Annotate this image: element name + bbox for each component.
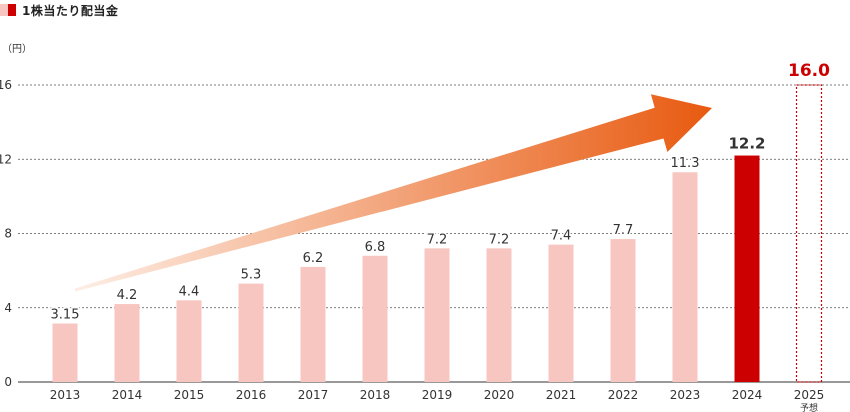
x-tick-label-2019: 2019 [422, 388, 453, 402]
value-label-2017: 6.2 [303, 251, 324, 266]
value-label-2021: 7.4 [551, 229, 572, 244]
value-label-2019: 7.2 [427, 232, 448, 247]
value-label-2015: 4.4 [179, 284, 200, 299]
x-tick-label-2025: 2025 [794, 388, 825, 402]
bar-2023 [672, 172, 698, 382]
bar-2016 [238, 283, 264, 382]
bar-2018 [362, 255, 388, 382]
y-tick-label-4: 4 [4, 301, 12, 315]
x-tick-label-2016: 2016 [236, 388, 267, 402]
x-tick-note-2025: 予想 [800, 402, 818, 412]
legend: 1株当たり配当金 [0, 2, 118, 18]
bar-2014 [114, 304, 140, 382]
legend-swatch-past [0, 4, 8, 16]
trend-arrow [74, 94, 713, 292]
value-label-2022: 7.7 [613, 223, 634, 238]
y-tick-label-8: 8 [4, 227, 12, 241]
y-tick-label-0: 0 [4, 375, 12, 389]
x-tick-label-2020: 2020 [484, 388, 515, 402]
x-tick-label-2024: 2024 [732, 388, 763, 402]
y-tick-label-12: 12 [0, 152, 12, 166]
bar-2017 [300, 266, 326, 382]
x-tick-label-2023: 2023 [670, 388, 701, 402]
value-label-2016: 5.3 [241, 268, 262, 283]
bar-2021 [548, 244, 574, 382]
x-tick-label-2017: 2017 [298, 388, 329, 402]
value-label-2013: 3.15 [51, 308, 80, 323]
value-label-2023: 11.3 [671, 156, 700, 171]
value-label-2025: 16.0 [788, 61, 830, 81]
y-axis-unit-label: （円） [2, 44, 32, 55]
x-tick-label-2013: 2013 [50, 388, 81, 402]
value-label-2020: 7.2 [489, 232, 510, 247]
x-tick-label-2021: 2021 [546, 388, 577, 402]
bar-2019 [424, 248, 450, 382]
x-tick-label-2014: 2014 [112, 388, 143, 402]
bar-2025 [795, 84, 823, 383]
bar-2022 [610, 239, 636, 382]
value-label-2014: 4.2 [117, 288, 138, 303]
value-label-2018: 6.8 [365, 240, 386, 255]
bar-2015 [176, 300, 202, 382]
legend-label: 1株当たり配当金 [22, 3, 119, 18]
x-tick-label-2015: 2015 [174, 388, 205, 402]
value-label-2024: 12.2 [728, 135, 765, 153]
bar-2020 [486, 248, 512, 382]
bar-2024 [734, 155, 760, 382]
x-tick-label-2022: 2022 [608, 388, 639, 402]
bar-2013 [52, 323, 78, 382]
y-tick-label-16: 16 [0, 78, 12, 92]
legend-swatch-current [8, 4, 16, 16]
x-tick-label-2018: 2018 [360, 388, 391, 402]
